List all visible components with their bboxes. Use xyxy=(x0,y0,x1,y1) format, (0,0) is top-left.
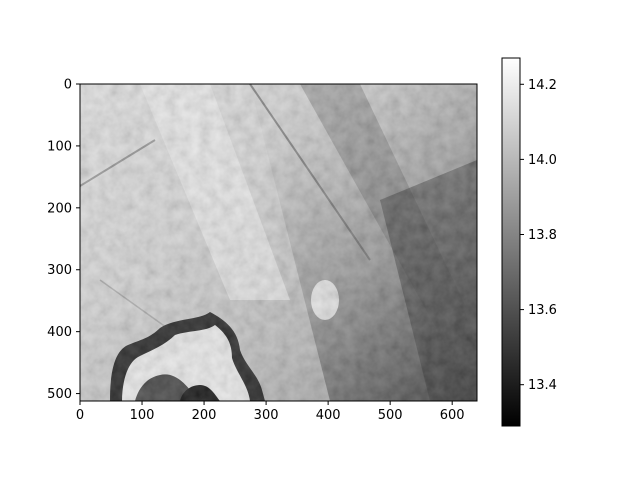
x-tick-label: 600 xyxy=(440,408,465,423)
plot-frame xyxy=(79,83,478,402)
colorbar-tick-label: 14.0 xyxy=(528,153,557,168)
x-tick-label: 200 xyxy=(192,408,217,423)
colorbar-gradient xyxy=(502,58,520,426)
x-tick-label: 500 xyxy=(378,408,403,423)
y-axis: 0 100 200 300 400 500 xyxy=(47,78,80,402)
colorbar: 13.4 13.6 13.8 14.0 14.2 xyxy=(501,57,557,427)
colorbar-axis: 13.4 13.6 13.8 14.0 14.2 xyxy=(520,78,557,393)
colorbar-tick-label: 13.6 xyxy=(528,303,557,318)
x-tick-label: 0 xyxy=(76,408,84,423)
y-tick-label: 200 xyxy=(47,201,72,216)
colorbar-frame xyxy=(501,57,521,427)
y-tick-label: 500 xyxy=(47,387,72,402)
x-tick-label: 100 xyxy=(130,408,155,423)
y-tick-label: 400 xyxy=(47,325,72,340)
heatmap-image xyxy=(80,84,477,401)
y-tick-label: 0 xyxy=(64,78,72,93)
colorbar-tick-label: 14.2 xyxy=(528,78,557,93)
x-axis: 0 100 200 300 400 500 600 xyxy=(76,401,465,423)
y-tick-label: 100 xyxy=(47,139,72,154)
x-tick-label: 400 xyxy=(316,408,341,423)
colorbar-tick-label: 13.4 xyxy=(528,378,557,393)
x-tick-label: 300 xyxy=(254,408,279,423)
colorbar-tick-label: 13.8 xyxy=(528,228,557,243)
y-tick-label: 300 xyxy=(47,263,72,278)
